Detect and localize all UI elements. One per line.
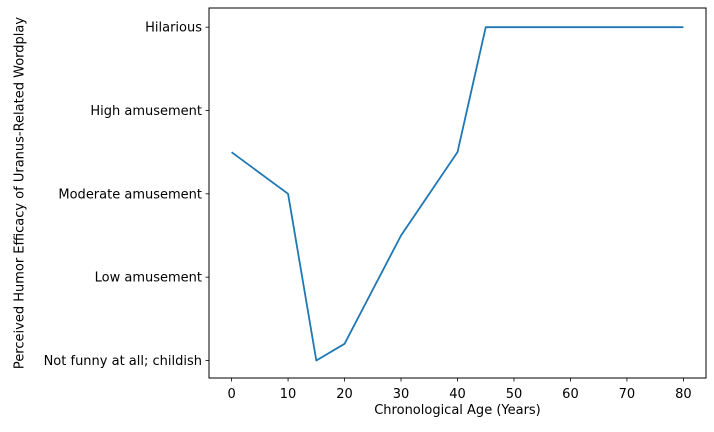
y-axis-label: Perceived Humor Efficacy of Uranus-Relat…	[12, 16, 28, 370]
x-tick-label: 50	[506, 387, 523, 402]
y-tick-label: Moderate amusement	[58, 187, 202, 202]
x-tick-label: 60	[562, 387, 579, 402]
data-line	[231, 26, 684, 362]
plot-border	[208, 7, 707, 379]
x-tick-label: 10	[280, 387, 297, 402]
x-tick-label: 40	[449, 387, 466, 402]
y-tick-label: Hilarious	[145, 21, 202, 36]
y-tick-label: Low amusement	[95, 271, 202, 286]
x-tick-label: 80	[675, 387, 692, 402]
y-tick-label: High amusement	[90, 104, 202, 119]
x-tick-label: 20	[336, 387, 353, 402]
x-axis-label: Chronological Age (Years)	[374, 403, 541, 418]
x-tick-label: 30	[393, 387, 410, 402]
x-tick-label: 70	[619, 387, 636, 402]
y-tick-label: Not funny at all; childish	[44, 354, 202, 369]
x-tick-label: 0	[227, 387, 235, 402]
